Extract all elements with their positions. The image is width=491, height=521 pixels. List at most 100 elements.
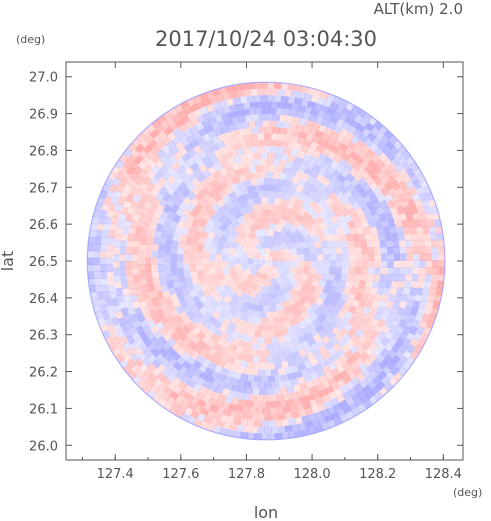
radar-range-ring	[86, 81, 446, 441]
radar-bin	[115, 226, 123, 235]
radar-bin	[213, 162, 223, 172]
radar-bin	[366, 132, 377, 142]
radar-bin	[272, 342, 281, 351]
radar-bin	[177, 123, 188, 134]
radar-bin	[288, 122, 298, 131]
radar-bin	[291, 410, 300, 419]
radar-bin	[114, 233, 122, 242]
radar-bin	[315, 158, 325, 168]
radar-bin	[123, 294, 132, 303]
radar-bin	[151, 243, 159, 252]
radar-bin	[387, 312, 396, 322]
radar-bin	[254, 242, 263, 251]
radar-bin	[104, 216, 113, 225]
radar-bin	[101, 202, 110, 212]
radar-bin	[181, 152, 192, 163]
radar-bin	[263, 133, 272, 140]
radar-bin	[170, 161, 181, 171]
radar-bin	[164, 254, 171, 262]
radar-bin	[420, 218, 429, 228]
radar-bin	[136, 200, 146, 210]
radar-bin	[274, 432, 283, 440]
radar-bin	[122, 199, 132, 210]
radar-bin	[285, 115, 294, 123]
radar-bin	[356, 286, 365, 296]
radar-bin	[412, 253, 420, 261]
radar-bin	[394, 219, 403, 228]
radar-bin	[354, 206, 364, 217]
radar-bin	[253, 152, 262, 160]
radar-bin	[351, 280, 360, 289]
radar-bin	[313, 273, 322, 282]
radar-bin	[260, 82, 268, 89]
radar-bin	[256, 88, 265, 96]
radar-bin	[245, 218, 255, 227]
radar-bin	[210, 273, 219, 282]
radar-bin	[397, 366, 408, 377]
radar-bin	[160, 229, 169, 239]
radar-bin	[243, 412, 252, 420]
radar-bin	[432, 260, 439, 268]
radar-bin	[109, 222, 118, 232]
radar-bin	[425, 246, 432, 255]
radar-bin	[418, 273, 426, 282]
radar-bin	[193, 230, 202, 240]
radar-bin	[271, 381, 279, 389]
radar-bin	[230, 330, 240, 339]
radar-bin	[170, 261, 177, 269]
radar-bin	[120, 206, 129, 216]
radar-bin	[234, 257, 241, 265]
radar-bin	[118, 213, 127, 222]
radar-bin	[190, 410, 200, 419]
radar-bin	[207, 165, 217, 175]
radar-bin	[132, 261, 139, 269]
radar-bin	[398, 300, 408, 309]
radar-bin	[333, 304, 343, 314]
radar-bin	[369, 181, 379, 192]
radar-bin	[210, 143, 220, 152]
radar-bin	[305, 205, 316, 216]
radar-bin	[254, 330, 262, 338]
radar-bin	[108, 229, 116, 239]
radar-bin	[379, 239, 387, 248]
radar-bin	[201, 154, 211, 164]
radar-bin	[199, 306, 209, 316]
radar-bin	[186, 298, 196, 308]
radar-bin	[396, 205, 405, 215]
radar-bin	[213, 342, 223, 352]
radar-bin	[347, 195, 357, 205]
radar-bin	[122, 313, 132, 323]
radar-bin	[101, 277, 109, 287]
radar-bin	[186, 310, 196, 320]
radar-bin	[295, 343, 304, 352]
radar-bin	[310, 108, 320, 117]
radar-bin	[94, 243, 101, 252]
radar-bin	[212, 88, 222, 97]
radar-bin	[196, 264, 203, 272]
radar-bin	[230, 283, 240, 293]
radar-bin	[164, 150, 175, 160]
y-tick-label: 27.0	[29, 71, 58, 86]
radar-bin	[332, 342, 342, 353]
radar-bin	[198, 237, 207, 246]
radar-bin	[358, 280, 367, 289]
radar-bin	[387, 260, 394, 268]
radar-bin	[414, 313, 423, 323]
radar-bin	[321, 118, 331, 128]
radar-bin	[156, 309, 165, 319]
radar-bin	[216, 154, 226, 164]
radar-bin	[309, 247, 317, 255]
radar-bin	[209, 417, 219, 427]
radar-bin	[238, 353, 247, 362]
radar-bin	[192, 152, 202, 163]
radar-bin	[141, 155, 152, 165]
radar-bin	[303, 331, 314, 341]
radar-bin	[118, 153, 129, 164]
radar-bin	[115, 310, 124, 320]
radar-bin	[238, 174, 247, 183]
radar-bin	[333, 273, 342, 282]
radar-bin	[419, 253, 426, 261]
radar-bin	[257, 382, 265, 389]
radar-bin	[235, 404, 244, 413]
radar-bin	[282, 236, 292, 246]
